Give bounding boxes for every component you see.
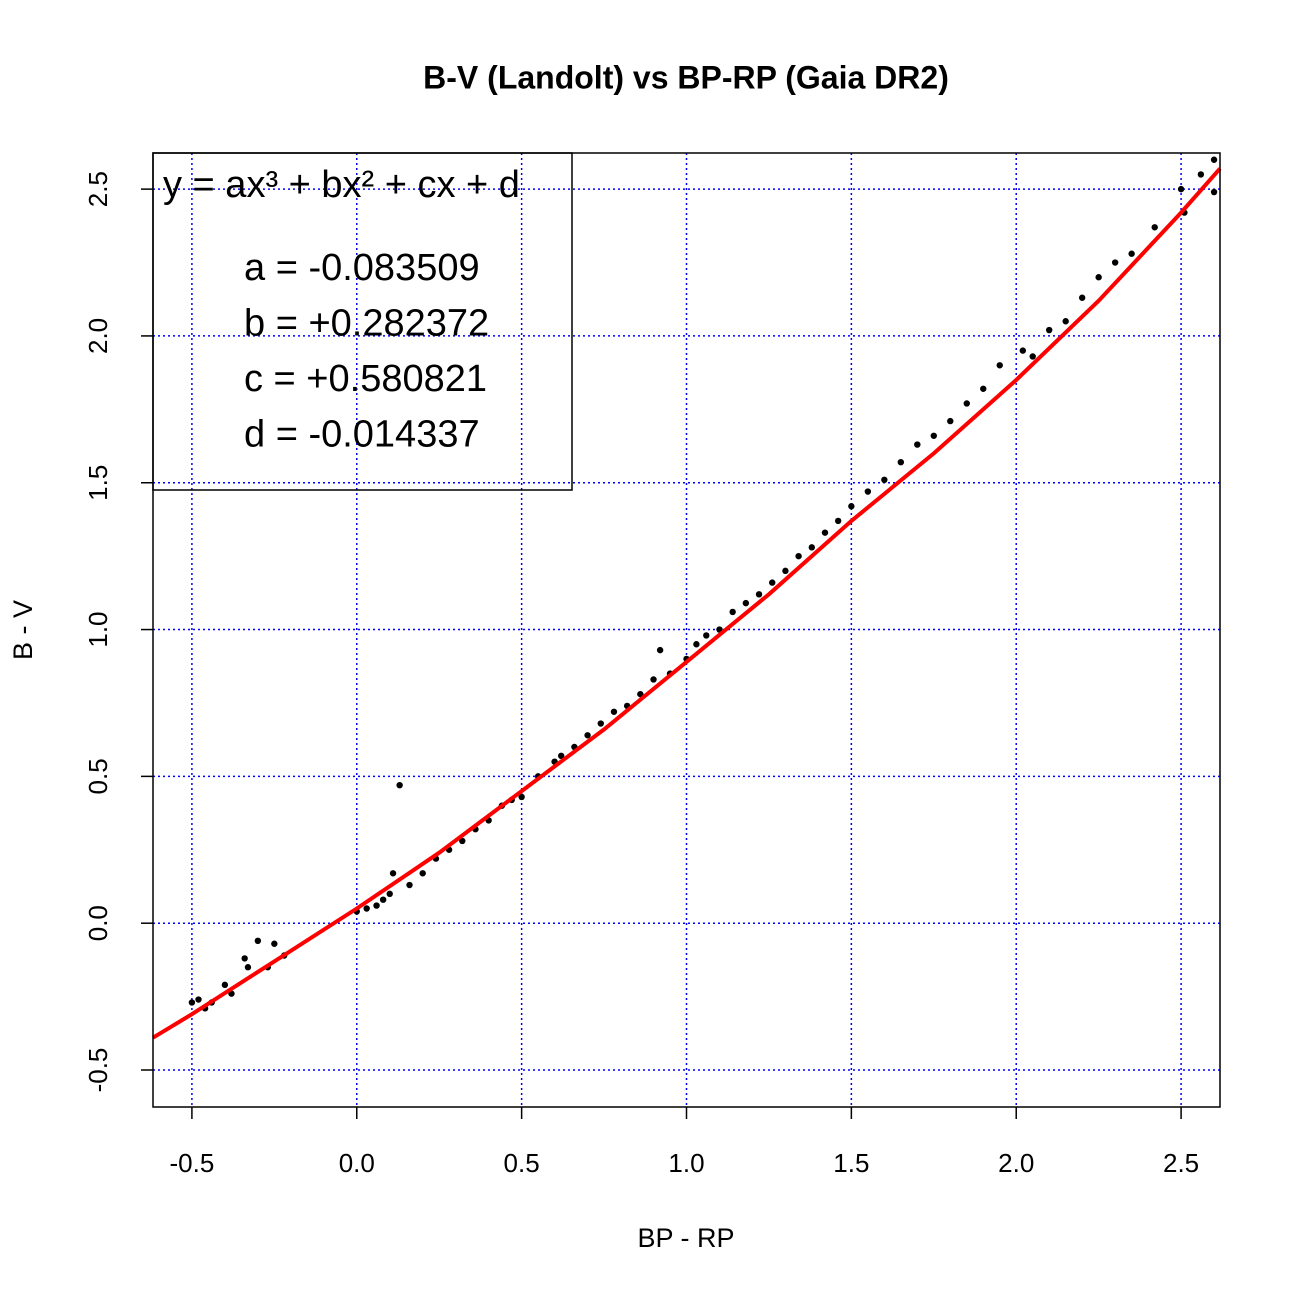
x-axis-title: BP - RP (637, 1223, 734, 1253)
data-point (363, 905, 370, 912)
data-point (897, 458, 905, 466)
data-point (1177, 185, 1185, 193)
data-point (389, 870, 397, 877)
data-point (396, 781, 403, 789)
data-point (782, 567, 789, 575)
data-point (930, 432, 937, 439)
data-point (1128, 250, 1135, 257)
data-point (373, 902, 380, 909)
data-point (241, 955, 248, 962)
plot-frame (152, 152, 1221, 1108)
data-point (795, 552, 802, 560)
data-point (188, 999, 196, 1006)
fit-line (151, 167, 1222, 1040)
y-tick-label: 1.0 (83, 611, 113, 647)
chart-title: B-V (Landolt) vs BP-RP (Gaia DR2) (423, 59, 949, 95)
data-point (914, 441, 921, 448)
data-point (1151, 224, 1158, 231)
data-point (379, 896, 387, 903)
y-tick-label: 0.5 (83, 758, 113, 794)
data-point (1210, 156, 1218, 163)
data-point (963, 400, 970, 407)
data-point (271, 940, 278, 947)
data-point (947, 417, 954, 425)
data-point (1029, 353, 1036, 360)
data-point (1062, 318, 1069, 325)
data-point (834, 517, 842, 525)
data-point (1210, 188, 1218, 196)
data-point (656, 646, 664, 654)
data-point (693, 641, 700, 648)
legend-equation: y = ax³ + bx² + cx + d (163, 164, 520, 206)
data-point (221, 981, 229, 989)
x-tick-label: 1.0 (668, 1148, 704, 1178)
data-point (881, 476, 888, 484)
y-tick-label: 2.5 (83, 171, 113, 207)
legend-coefficient: c = +0.580821 (244, 358, 487, 400)
data-point (558, 752, 565, 760)
data-point (244, 964, 252, 971)
data-point (1078, 294, 1086, 301)
data-point (742, 599, 750, 607)
x-tick-label: 2.0 (998, 1148, 1034, 1178)
y-tick-label: 1.5 (83, 465, 113, 501)
x-tick-label: 0.5 (504, 1148, 540, 1178)
data-point (864, 488, 872, 495)
data-point (650, 676, 657, 683)
data-point (808, 544, 815, 551)
data-point (610, 708, 618, 715)
y-tick-label: 0.0 (83, 905, 113, 941)
legend-coefficient: d = -0.014337 (244, 414, 480, 456)
data-point (518, 793, 525, 801)
legend-coefficient: a = -0.083509 (244, 247, 480, 289)
data-point (996, 362, 1003, 369)
data-point (254, 937, 262, 945)
data-point (459, 837, 466, 845)
y-axis-title: B - V (8, 600, 38, 660)
data-point (1046, 326, 1053, 334)
data-point (584, 732, 591, 739)
y-tick-label: -0.5 (83, 1048, 113, 1093)
legend-coefficient: b = +0.282372 (244, 303, 489, 345)
data-point (1019, 347, 1027, 354)
data-point (406, 881, 413, 889)
x-tick-label: 0.0 (339, 1148, 375, 1178)
data-point (755, 591, 763, 598)
x-tick-label: -0.5 (170, 1148, 215, 1178)
data-point (1111, 259, 1119, 266)
data-point (637, 690, 644, 698)
data-point (195, 996, 202, 1003)
data-point (769, 579, 776, 586)
data-point (703, 632, 710, 639)
y-tick-label: 2.0 (83, 318, 113, 354)
data-point (419, 870, 426, 877)
data-point (1095, 274, 1102, 281)
data-point (848, 503, 855, 510)
data-point (821, 529, 829, 536)
data-point (386, 890, 393, 898)
data-point (1197, 171, 1205, 178)
data-point (597, 720, 604, 727)
legend-box (152, 152, 573, 491)
x-tick-label: 1.5 (833, 1148, 869, 1178)
data-point (980, 385, 987, 392)
x-tick-label: 2.5 (1163, 1148, 1199, 1178)
data-point (729, 608, 736, 616)
